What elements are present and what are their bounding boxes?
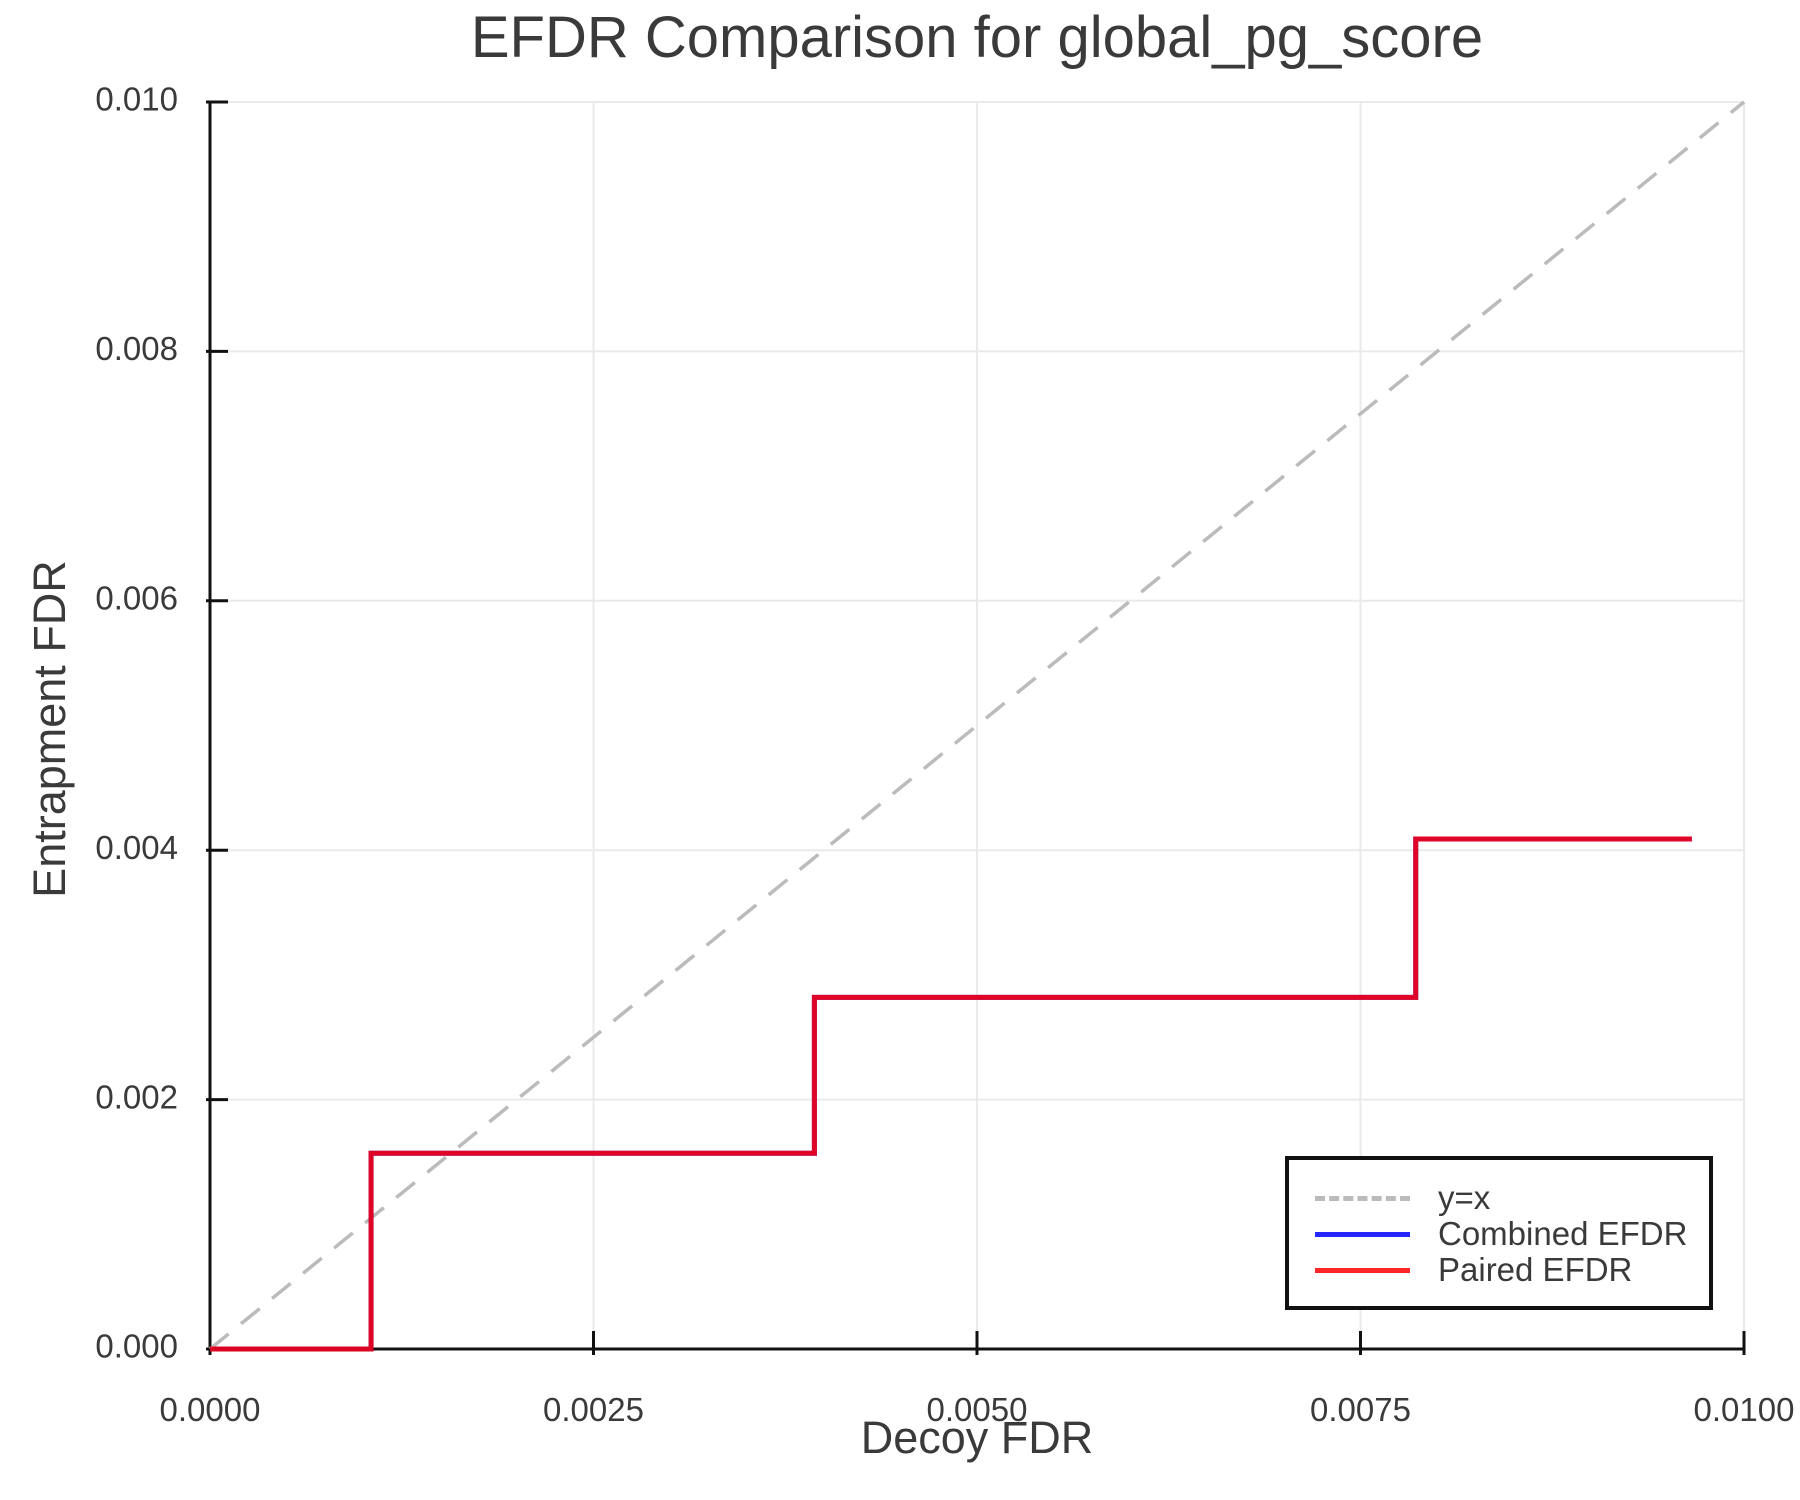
y-axis-title: Entrapment FDR	[24, 560, 75, 898]
x-tick-label: 0.0075	[1310, 1391, 1411, 1428]
paired-efdr-line	[210, 836, 1692, 1352]
y-tick-label: 0.010	[95, 81, 178, 118]
x-tick-label: 0.0050	[927, 1391, 1028, 1428]
yx-reference-line	[208, 100, 1746, 1351]
legend-label-combined-efdr: Combined EFDR	[1438, 1215, 1688, 1252]
x-tick-label: 0.0100	[1694, 1391, 1795, 1428]
chart-title: EFDR Comparison for global_pg_score	[470, 5, 1484, 70]
y-tick-label: 0.006	[95, 580, 178, 617]
y-tick-label: 0.004	[95, 829, 178, 866]
legend-label-paired-efdr: Paired EFDR	[1438, 1251, 1633, 1288]
y-tick-label: 0.002	[95, 1078, 178, 1115]
y-tick-label: 0.000	[95, 1328, 178, 1365]
legend-item-combined-efdr: Combined EFDR	[1315, 1216, 1709, 1252]
yx-line-swatch	[1315, 1195, 1410, 1201]
paired-efdr-swatch	[1315, 1267, 1410, 1273]
legend-label-yx: y=x	[1438, 1179, 1491, 1216]
x-tick-label: 0.0025	[543, 1391, 644, 1428]
legend-item-yx: y=x	[1315, 1180, 1709, 1216]
legend-item-paired-efdr: Paired EFDR	[1315, 1252, 1709, 1288]
x-axis-title: Decoy FDR	[860, 1412, 1094, 1463]
y-tick-label: 0.008	[95, 330, 178, 367]
x-tick-label: 0.0000	[160, 1391, 261, 1428]
combined-efdr-swatch	[1315, 1231, 1410, 1237]
legend-box: y=x Combined EFDR Paired EFDR	[1285, 1156, 1713, 1310]
